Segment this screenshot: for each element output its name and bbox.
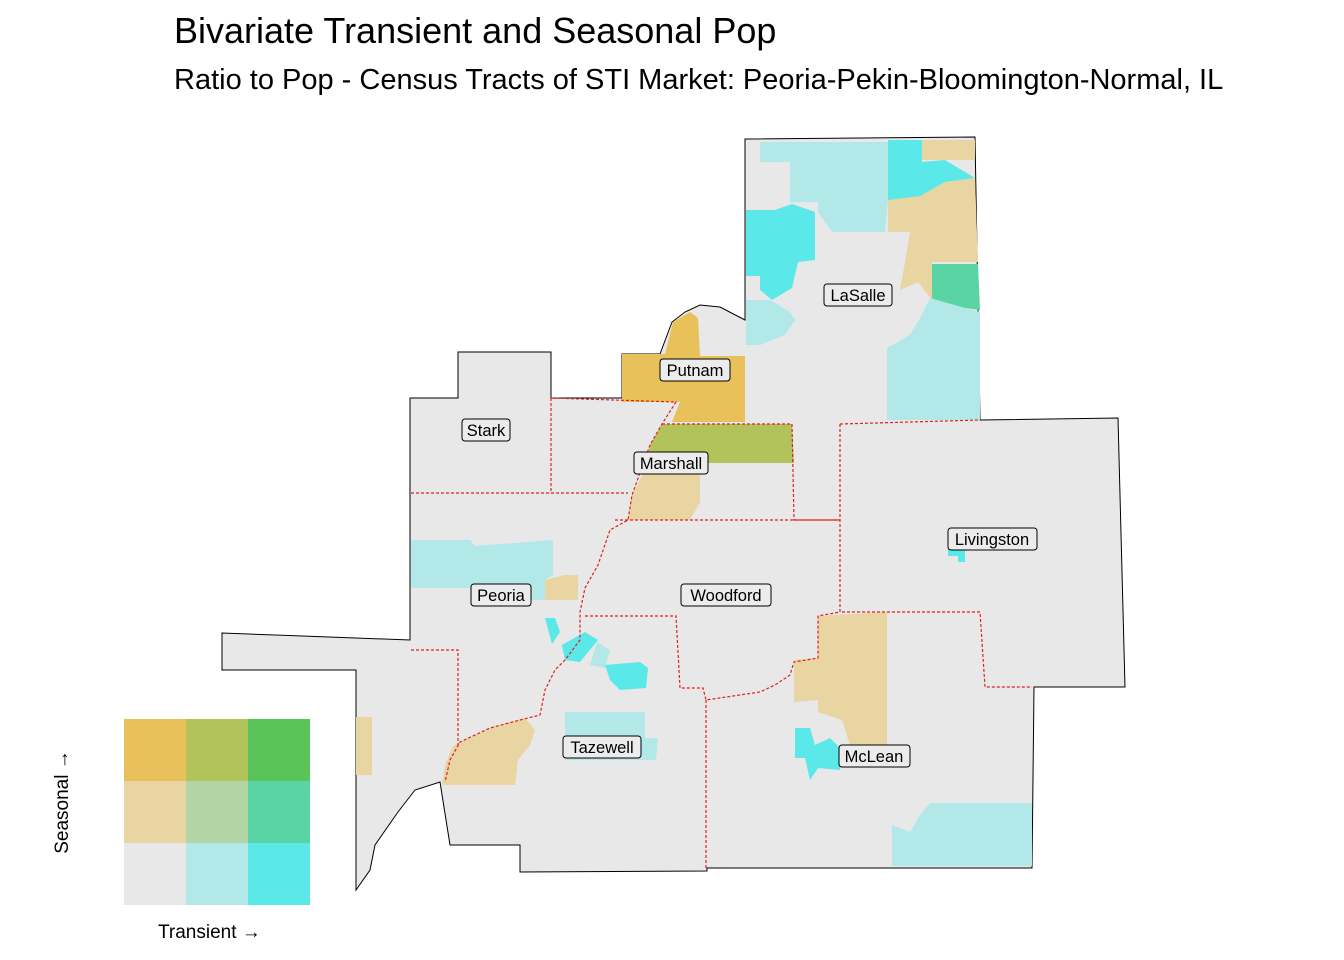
county-borders (411, 397, 1032, 868)
tract (746, 300, 795, 345)
tract (795, 728, 840, 780)
legend-cell (124, 781, 186, 843)
tract (562, 632, 598, 662)
svg-text:Stark: Stark (467, 422, 506, 440)
county-label-livingston: Livingston (947, 527, 1038, 551)
tract (794, 612, 887, 748)
svg-text:Woodford: Woodford (690, 587, 761, 605)
tract (932, 264, 980, 310)
county-label-woodford: Woodford (680, 583, 772, 607)
svg-text:McLean: McLean (845, 748, 904, 766)
legend-cell (248, 781, 310, 843)
tract (628, 470, 700, 520)
tract (590, 642, 610, 668)
legend-cell (186, 843, 248, 905)
legend-cell (124, 719, 186, 781)
county-label-marshall: Marshall (633, 451, 709, 475)
county-labels: LaSalle Putnam Stark Marshall Livingston… (461, 283, 1038, 768)
legend-y-label: Seasonal → (52, 750, 73, 854)
legend-cell (248, 719, 310, 781)
map-subtitle: Ratio to Pop - Census Tracts of STI Mark… (174, 64, 1224, 96)
county-label-mclean: McLean (838, 744, 911, 768)
svg-text:Peoria: Peoria (477, 587, 526, 605)
tract (545, 575, 578, 600)
county-label-tazewell: Tazewell (562, 735, 642, 759)
tract (356, 717, 372, 775)
legend-x-label: Transient → (158, 922, 261, 943)
svg-text:Livingston: Livingston (955, 531, 1029, 549)
tract (746, 204, 815, 300)
legend-cell (248, 843, 310, 905)
tract (760, 142, 888, 232)
county-label-lasalle: LaSalle (823, 283, 893, 307)
tract (605, 662, 648, 690)
map-title: Bivariate Transient and Seasonal Pop (174, 10, 777, 51)
legend-cell (186, 719, 248, 781)
county-label-peoria: Peoria (470, 583, 532, 607)
svg-text:LaSalle: LaSalle (830, 287, 885, 305)
svg-text:Marshall: Marshall (640, 455, 702, 473)
bivariate-legend (124, 719, 310, 905)
tract (948, 548, 965, 562)
legend-grid (124, 719, 310, 905)
tract (922, 140, 975, 160)
tract (888, 178, 978, 300)
svg-text:Tazewell: Tazewell (570, 739, 633, 757)
tract (888, 140, 975, 204)
tract (442, 718, 535, 785)
legend-cell (186, 781, 248, 843)
county-label-putnam: Putnam (659, 358, 731, 382)
county-label-stark: Stark (461, 418, 511, 442)
legend-cell (124, 843, 186, 905)
tract (892, 803, 1032, 866)
tract (887, 298, 980, 420)
tract (545, 618, 560, 644)
svg-text:Putnam: Putnam (667, 362, 724, 380)
